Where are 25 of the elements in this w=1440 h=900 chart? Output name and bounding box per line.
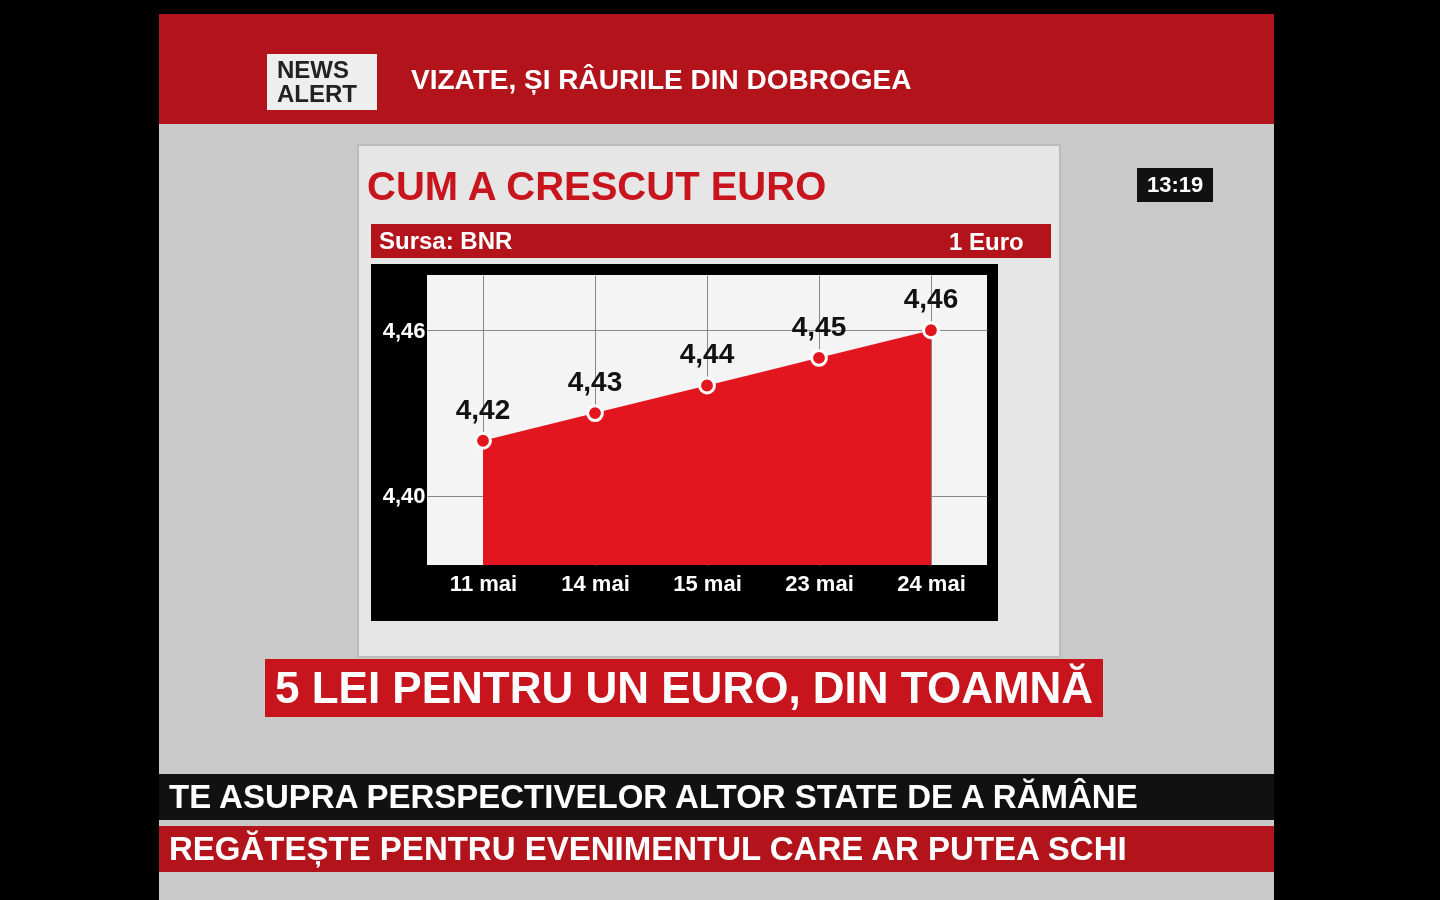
text: 1 Euro [949, 228, 1024, 256]
x-tick-label: 15 mai [673, 570, 742, 596]
data-label: 4,42 [455, 393, 511, 425]
x-tick-label: 23 mai [785, 570, 854, 596]
data-label: 4,43 [567, 366, 623, 398]
text: TE ASUPRA PERSPECTIVELOR ALTOR STATE DE A RĂMÂNE [159, 774, 1274, 820]
point [698, 376, 716, 395]
point [474, 431, 492, 450]
text: VIZATE, ȘI RÂURILE DIN DOBROGEA [411, 64, 912, 96]
chart-title: CUM A CRESCUT EURO [367, 164, 827, 209]
x-tick-label: 14 mai [561, 570, 630, 596]
x-tick-label: 11 mai [449, 570, 518, 596]
data-label: 4,44 [679, 338, 735, 370]
point [586, 404, 604, 422]
text: 13:19 [1137, 168, 1214, 202]
text: REGĂTEȘTE PENTRU EVENIMENTUL CARE AR PUTEA SCHI [159, 826, 1274, 872]
text: 5 LEI PENTRU UN EURO, DIN TOAMNĂ [265, 659, 1104, 717]
point [922, 321, 940, 340]
data-label: 4,46 [903, 283, 959, 315]
data-label: 4,45 [791, 310, 847, 342]
point [810, 348, 828, 367]
x-tick-label: 24 mai [897, 570, 966, 596]
chart-subtitle: Sursa: BNR [379, 227, 513, 254]
text: NEWS ALERT [267, 54, 377, 110]
y-tick-label: 4,40 [382, 483, 426, 509]
